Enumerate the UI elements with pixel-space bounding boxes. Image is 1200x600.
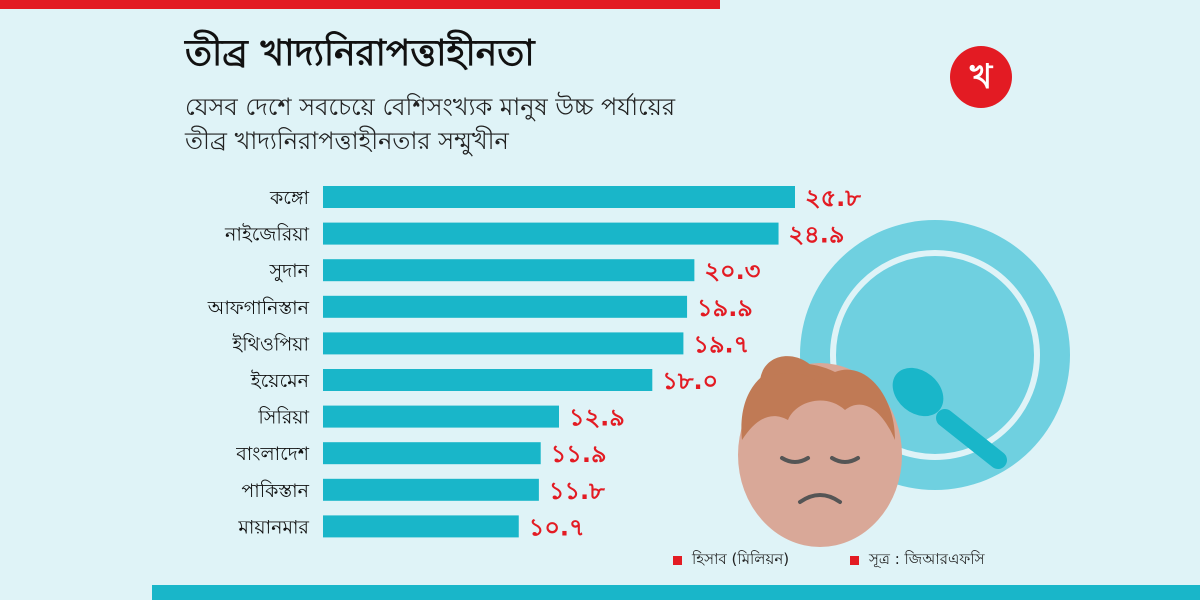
subtitle-line-1: যেসব দেশে সবচেয়ে বেশিসংখ্যক মানুষ উচ্চ … [185,93,676,121]
chart-subtitle: যেসব দেশে সবচেয়ে বেশিসংখ্যক মানুষ উচ্চ … [185,90,675,158]
bar [323,405,559,428]
value-label: ১০.৭ [529,513,585,541]
legend-unit-marker [673,556,682,565]
value-label: ১৯.৭ [693,330,749,358]
value-label: ১২.৯ [569,404,625,432]
legend-unit-label: হিসাব (মিলিয়ন) [692,550,790,568]
category-label: সিরিয়া [257,407,309,429]
bar [323,478,539,501]
bar [323,186,795,208]
page-title: তীব্র খাদ্যনিরাপত্তাহীনতা [185,33,535,74]
bar [323,222,779,245]
category-label: সুদান [269,260,310,282]
subtitle-line-2: তীব্র খাদ্যনিরাপত্তাহীনতার সম্মুখীন [185,127,509,155]
category-label: আফগানিস্তান [207,297,310,319]
bar [323,295,688,318]
spoon-icon [892,367,1007,469]
legend-source-label: সূত্র : জিআরএফসি [869,550,985,568]
child-face-icon [738,356,902,547]
legend-source: সূত্র : জিআরএফসি [850,548,985,573]
brand-logo: খ [950,46,1012,108]
value-label: ২৪.৯ [789,221,845,249]
top-accent-bar [0,0,720,9]
category-label: কঙ্গো [269,187,310,209]
bar [323,515,519,538]
legend-unit: হিসাব (মিলিয়ন) [673,548,789,573]
category-label: ইয়েমেন [250,370,310,392]
value-label: ১১.৮ [549,477,605,505]
category-label: বাংলাদেশ [235,443,310,465]
category-label: পাকিস্তান [241,480,309,502]
value-label: ২৫.৮ [805,184,861,212]
bar [323,332,684,355]
value-label: ১৯.৯ [697,294,753,322]
bar [323,259,695,282]
bottom-accent-bar [152,585,1200,600]
value-label: ২০.৩ [704,257,760,285]
legend-source-marker [850,556,859,565]
category-label: ইথিওপিয়া [231,333,309,355]
bar [323,442,541,465]
value-label: ১৮.০ [662,367,718,395]
value-label: ১১.৯ [551,440,607,468]
category-label: মায়ানমার [237,516,309,538]
category-label: নাইজেরিয়া [224,224,309,246]
bar [323,369,653,391]
